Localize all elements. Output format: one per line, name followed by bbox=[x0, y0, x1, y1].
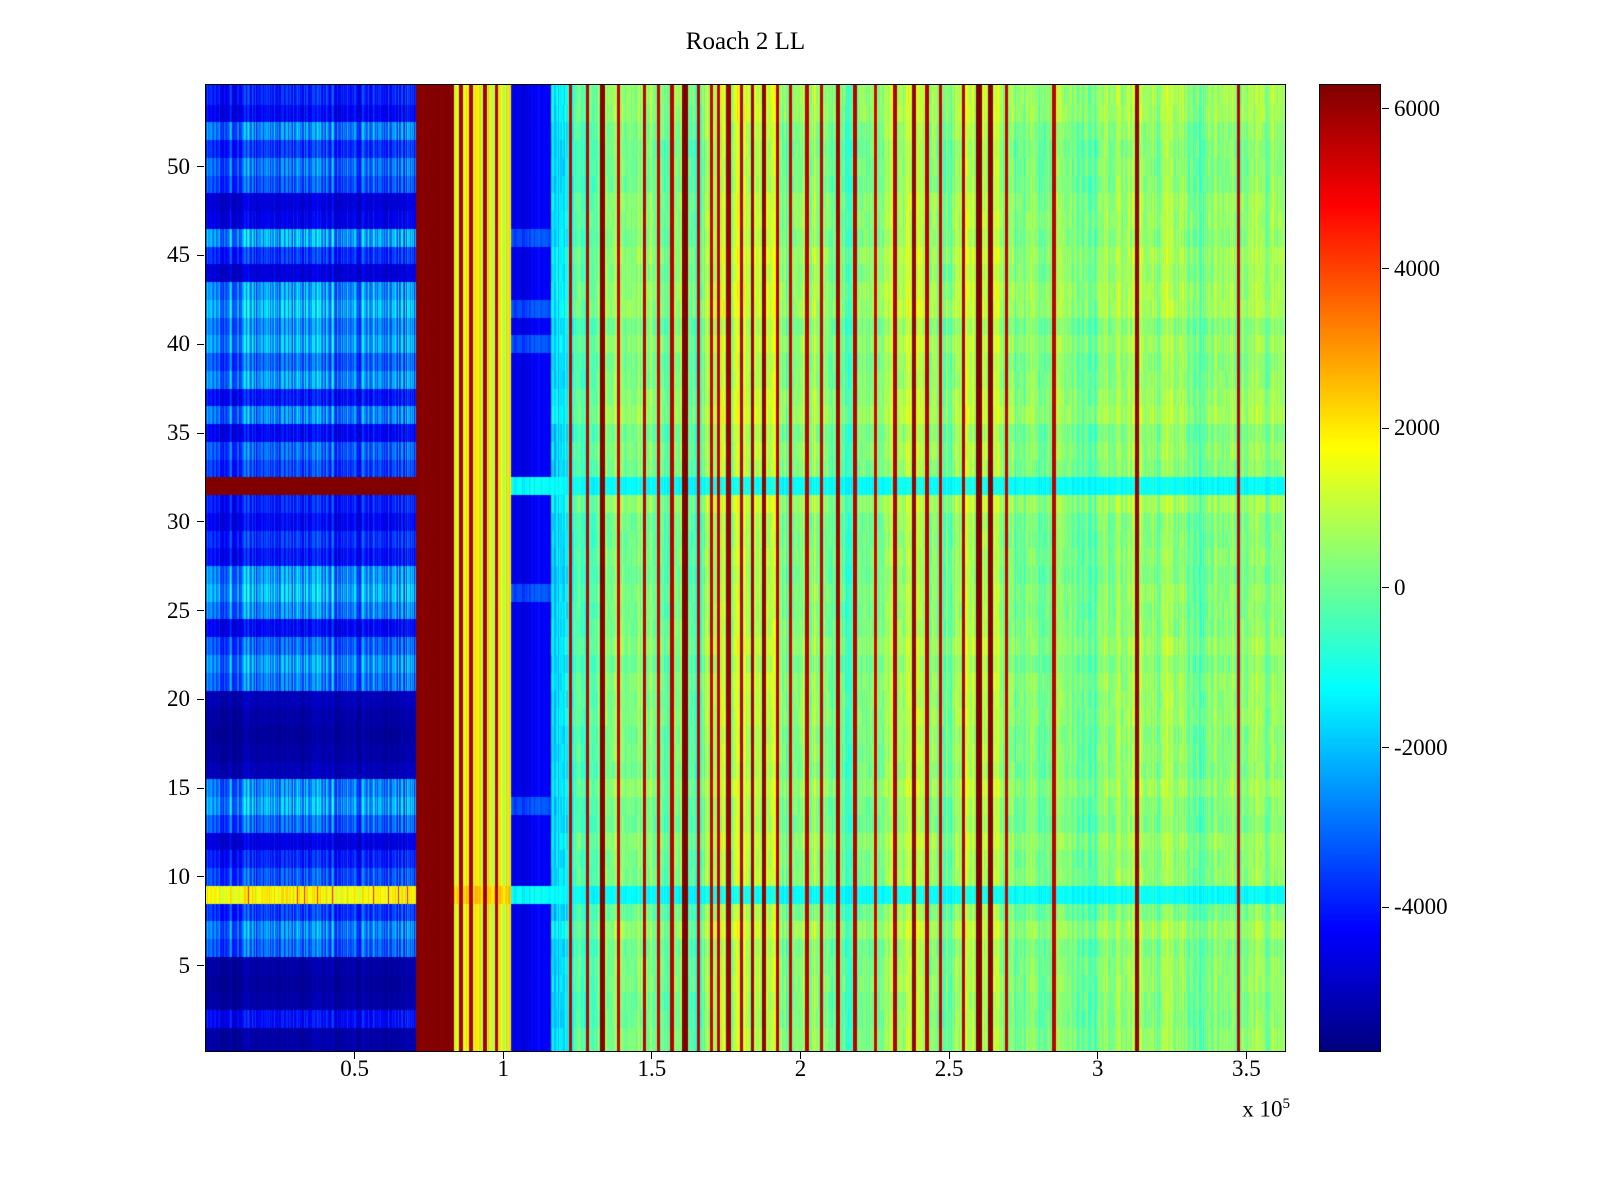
colorbar-tick-label: 6000 bbox=[1394, 95, 1440, 121]
x-tick-label: 3.5 bbox=[1231, 1056, 1261, 1081]
y-tick bbox=[197, 254, 204, 256]
x-tick-label: 3 bbox=[1091, 1056, 1104, 1081]
x-tick-label: 2 bbox=[794, 1056, 807, 1081]
y-tick bbox=[197, 965, 204, 967]
colorbar-tick-label: 2000 bbox=[1394, 415, 1440, 441]
x-axis-exponent-sup: 5 bbox=[1282, 1096, 1291, 1112]
chart-title: Roach 2 LL bbox=[685, 28, 806, 55]
colorbar-tick bbox=[1382, 747, 1389, 749]
y-tick bbox=[197, 166, 204, 168]
y-tick-label: 45 bbox=[167, 242, 190, 268]
y-tick bbox=[197, 521, 204, 523]
x-tick bbox=[1097, 1052, 1099, 1059]
x-tick-label: 2.5 bbox=[934, 1056, 964, 1081]
x-tick bbox=[799, 1052, 801, 1059]
x-axis-exponent-label: x 105 bbox=[1190, 1096, 1290, 1123]
x-tick-label: 1.5 bbox=[637, 1056, 667, 1081]
y-tick-label: 10 bbox=[167, 863, 190, 889]
x-tick bbox=[1245, 1052, 1247, 1059]
y-tick-label: 35 bbox=[167, 420, 190, 446]
x-axis-exponent-prefix: x 10 bbox=[1242, 1096, 1283, 1122]
colorbar-tick-label: -2000 bbox=[1394, 734, 1448, 760]
y-tick bbox=[197, 787, 204, 789]
colorbar-tick bbox=[1382, 108, 1389, 110]
y-tick-label: 40 bbox=[167, 331, 190, 357]
y-tick bbox=[197, 343, 204, 345]
x-tick bbox=[948, 1052, 950, 1059]
x-tick-label: 1 bbox=[497, 1056, 509, 1081]
y-tick-label: 15 bbox=[167, 775, 190, 801]
y-tick-label: 20 bbox=[167, 686, 190, 712]
colorbar-tick-label: 4000 bbox=[1394, 255, 1440, 281]
y-tick-label: 50 bbox=[167, 153, 190, 179]
colorbar-tick-label: -4000 bbox=[1394, 894, 1448, 920]
colorbar-tick bbox=[1382, 906, 1389, 908]
y-tick bbox=[197, 432, 204, 434]
y-tick bbox=[197, 698, 204, 700]
y-tick-label: 5 bbox=[178, 952, 191, 978]
y-tick bbox=[197, 876, 204, 878]
colorbar-tick bbox=[1382, 587, 1389, 589]
y-tick-label: 30 bbox=[167, 508, 190, 534]
x-tick bbox=[651, 1052, 653, 1059]
colorbar-tick bbox=[1382, 427, 1389, 429]
heatmap-canvas bbox=[205, 84, 1286, 1052]
colorbar-canvas bbox=[1319, 84, 1381, 1052]
x-tick bbox=[354, 1052, 356, 1059]
colorbar-tick-label: 0 bbox=[1394, 574, 1406, 600]
x-tick bbox=[502, 1052, 504, 1059]
y-tick-label: 25 bbox=[167, 597, 190, 623]
y-tick bbox=[197, 610, 204, 612]
x-tick-label: 0.5 bbox=[340, 1056, 369, 1081]
colorbar-tick bbox=[1382, 268, 1389, 270]
